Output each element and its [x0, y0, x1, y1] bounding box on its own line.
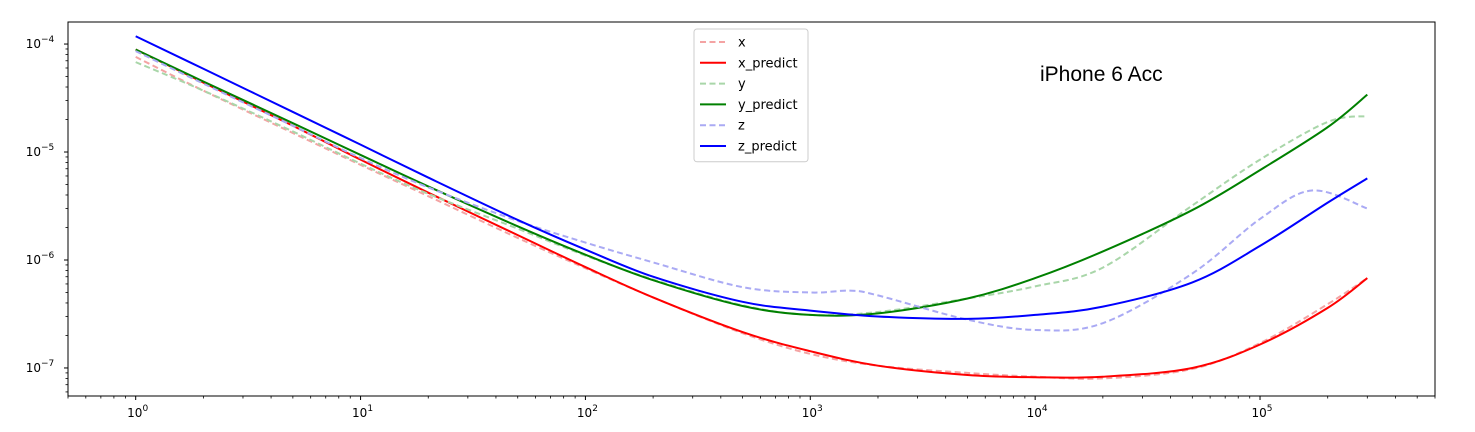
axis-layer: 100 101 102 103 104 105 10−7 10−6 10−5 10−4: [26, 35, 1436, 420]
series-line-y: [135, 61, 1368, 317]
legend-label: y_predict: [738, 98, 798, 113]
x-tick-label: 102: [577, 404, 598, 420]
chart-annotation: iPhone 6 Acc: [1040, 63, 1163, 86]
y-tick-label: 10−6: [26, 251, 55, 267]
x-tick-label: 101: [352, 404, 373, 420]
y-tick-label: 10−5: [26, 143, 55, 159]
series-line-z: [135, 50, 1368, 332]
x-tick-label: 104: [1027, 404, 1048, 420]
legend-label: z_predict: [738, 140, 797, 155]
y-tick-label: 10−4: [26, 35, 55, 51]
x-tick-label: 100: [127, 404, 148, 420]
series-line-x-predict: [135, 48, 1368, 379]
x-tick-label: 103: [802, 404, 823, 420]
legend-label: x: [738, 36, 746, 51]
y-tick-label: 10−7: [26, 359, 55, 375]
legend-label: y: [738, 77, 746, 92]
legend-label: z: [738, 119, 745, 134]
plot-frame: [67, 21, 1436, 397]
series-line-y-predict: [135, 48, 1368, 317]
x-tick-label: 105: [1252, 404, 1273, 420]
legend-label: x_predict: [738, 56, 798, 71]
series-line-z-predict: [135, 35, 1368, 320]
series-layer: [135, 35, 1368, 380]
